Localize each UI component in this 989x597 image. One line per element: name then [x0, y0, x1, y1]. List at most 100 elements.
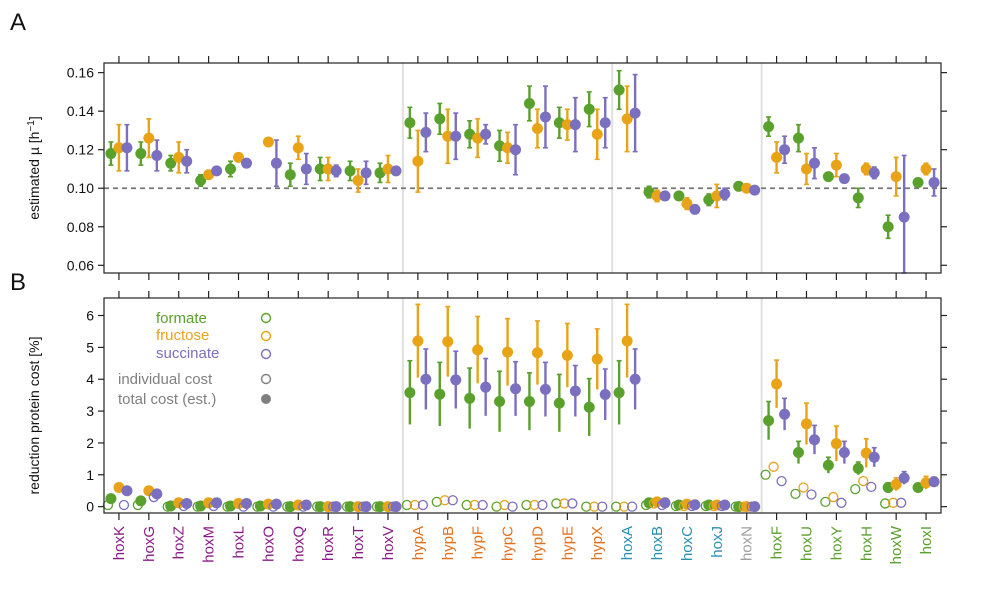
- individual-point-formate: [760, 469, 771, 480]
- x-tick-label: hoxO: [260, 526, 277, 562]
- total-point-formate: [344, 501, 356, 513]
- point-fructose: [651, 190, 663, 202]
- total-point-succinate: [510, 383, 522, 395]
- individual-point-succinate: [866, 481, 877, 493]
- point-formate: [763, 121, 775, 133]
- individual-point-fructose: [798, 482, 809, 493]
- individual-point-formate: [670, 500, 682, 512]
- total-point-fructose: [173, 497, 185, 509]
- point-succinate: [390, 165, 402, 177]
- point-succinate: [121, 142, 133, 154]
- point-succinate: [808, 157, 820, 169]
- legend-succinate-marker: [260, 348, 272, 360]
- individual-point-succinate: [896, 497, 907, 508]
- point-formate: [135, 148, 147, 160]
- individual-point-succinate: [298, 501, 309, 512]
- point-succinate: [211, 165, 223, 177]
- total-point-succinate: [868, 451, 880, 463]
- individual-point-fructose: [409, 499, 421, 511]
- total-point-fructose: [800, 418, 812, 430]
- point-succinate: [151, 149, 163, 161]
- point-formate: [404, 117, 416, 129]
- individual-point-succinate: [507, 501, 518, 512]
- total-point-fructose: [591, 353, 603, 365]
- point-succinate: [360, 167, 372, 179]
- total-point-succinate: [898, 472, 910, 484]
- y-tick-label: 0.10: [67, 180, 94, 196]
- point-formate: [195, 175, 207, 187]
- total-point-succinate: [569, 385, 581, 397]
- point-fructose: [292, 142, 304, 154]
- point-succinate: [450, 130, 462, 142]
- total-point-succinate: [928, 476, 940, 488]
- individual-point-fructose: [469, 499, 480, 511]
- total-point-succinate: [450, 374, 462, 386]
- legend-succinate-label: succinate: [156, 345, 219, 362]
- legend-formate-label: formate: [156, 310, 207, 327]
- x-tick-label: hypX: [589, 526, 606, 560]
- x-tick-label: hoxQ: [290, 526, 307, 562]
- panel-a-top-ticks: [118, 56, 927, 280]
- y-tick-label: 0.16: [67, 65, 94, 81]
- individual-point-formate: [162, 501, 173, 512]
- individual-point-formate: [401, 499, 413, 511]
- point-fructose: [771, 151, 783, 163]
- total-point-formate: [374, 501, 386, 513]
- x-tick-label: hoxH: [858, 526, 875, 561]
- legend-individual-label: individual cost: [118, 371, 213, 388]
- individual-point-formate: [341, 501, 353, 512]
- individual-point-fructose: [678, 500, 690, 512]
- individual-point-succinate: [238, 501, 249, 512]
- individual-point-fructose: [499, 499, 510, 511]
- point-succinate: [510, 144, 522, 156]
- y-tick-label: 0: [86, 499, 94, 515]
- point-formate: [434, 113, 446, 125]
- point-fructose: [591, 128, 603, 140]
- panel-b-marks: [102, 303, 940, 513]
- x-tick-label: hoxR: [320, 526, 337, 561]
- individual-point-succinate: [537, 499, 548, 511]
- point-fructose: [233, 151, 245, 163]
- total-point-formate: [553, 397, 565, 409]
- point-fructose: [352, 175, 364, 187]
- point-formate: [344, 165, 356, 177]
- total-point-formate: [523, 396, 535, 408]
- point-fructose: [920, 163, 932, 175]
- individual-point-formate: [192, 501, 203, 512]
- panel-b-x-axis: hoxK hoxG hoxZ hoxM hoxL hoxO hoxQ hoxR hoxT hoxV…: [111, 291, 935, 564]
- individual-point-formate: [610, 501, 622, 512]
- total-point-formate: [464, 392, 476, 404]
- x-tick-label: hoxJ: [709, 526, 726, 558]
- point-succinate: [928, 176, 940, 188]
- x-tick-label: hoxG: [141, 526, 158, 562]
- individual-point-formate: [730, 501, 741, 512]
- total-point-succinate: [659, 497, 671, 509]
- total-point-fructose: [621, 335, 633, 347]
- total-point-fructose: [262, 498, 274, 510]
- x-tick-label: hoxM: [201, 526, 218, 563]
- point-fructose: [113, 142, 125, 154]
- individual-point-fructose: [738, 501, 749, 512]
- point-formate: [165, 157, 177, 169]
- individual-point-succinate: [656, 499, 668, 511]
- y-tick-label: 2: [86, 435, 94, 451]
- x-tick-label: hoxV: [380, 526, 397, 560]
- total-point-succinate: [539, 383, 551, 395]
- y-tick-label: 1: [86, 467, 94, 483]
- panel-b-y-label: reduction protein cost [%]: [26, 337, 42, 495]
- individual-point-formate: [850, 483, 861, 495]
- total-point-formate: [583, 401, 595, 413]
- point-succinate: [241, 157, 253, 169]
- y-tick-label: 0.06: [67, 257, 94, 273]
- y-tick-label: 3: [86, 403, 94, 419]
- x-tick-label: hoxF: [769, 526, 786, 559]
- individual-point-formate: [461, 499, 472, 511]
- individual-point-succinate: [178, 500, 189, 512]
- point-formate: [284, 169, 296, 181]
- total-point-succinate: [300, 499, 312, 511]
- total-point-succinate: [390, 501, 402, 513]
- point-succinate: [749, 184, 761, 196]
- panel-a-gridlines: [401, 63, 763, 273]
- point-succinate: [300, 163, 312, 175]
- total-point-formate: [494, 396, 506, 408]
